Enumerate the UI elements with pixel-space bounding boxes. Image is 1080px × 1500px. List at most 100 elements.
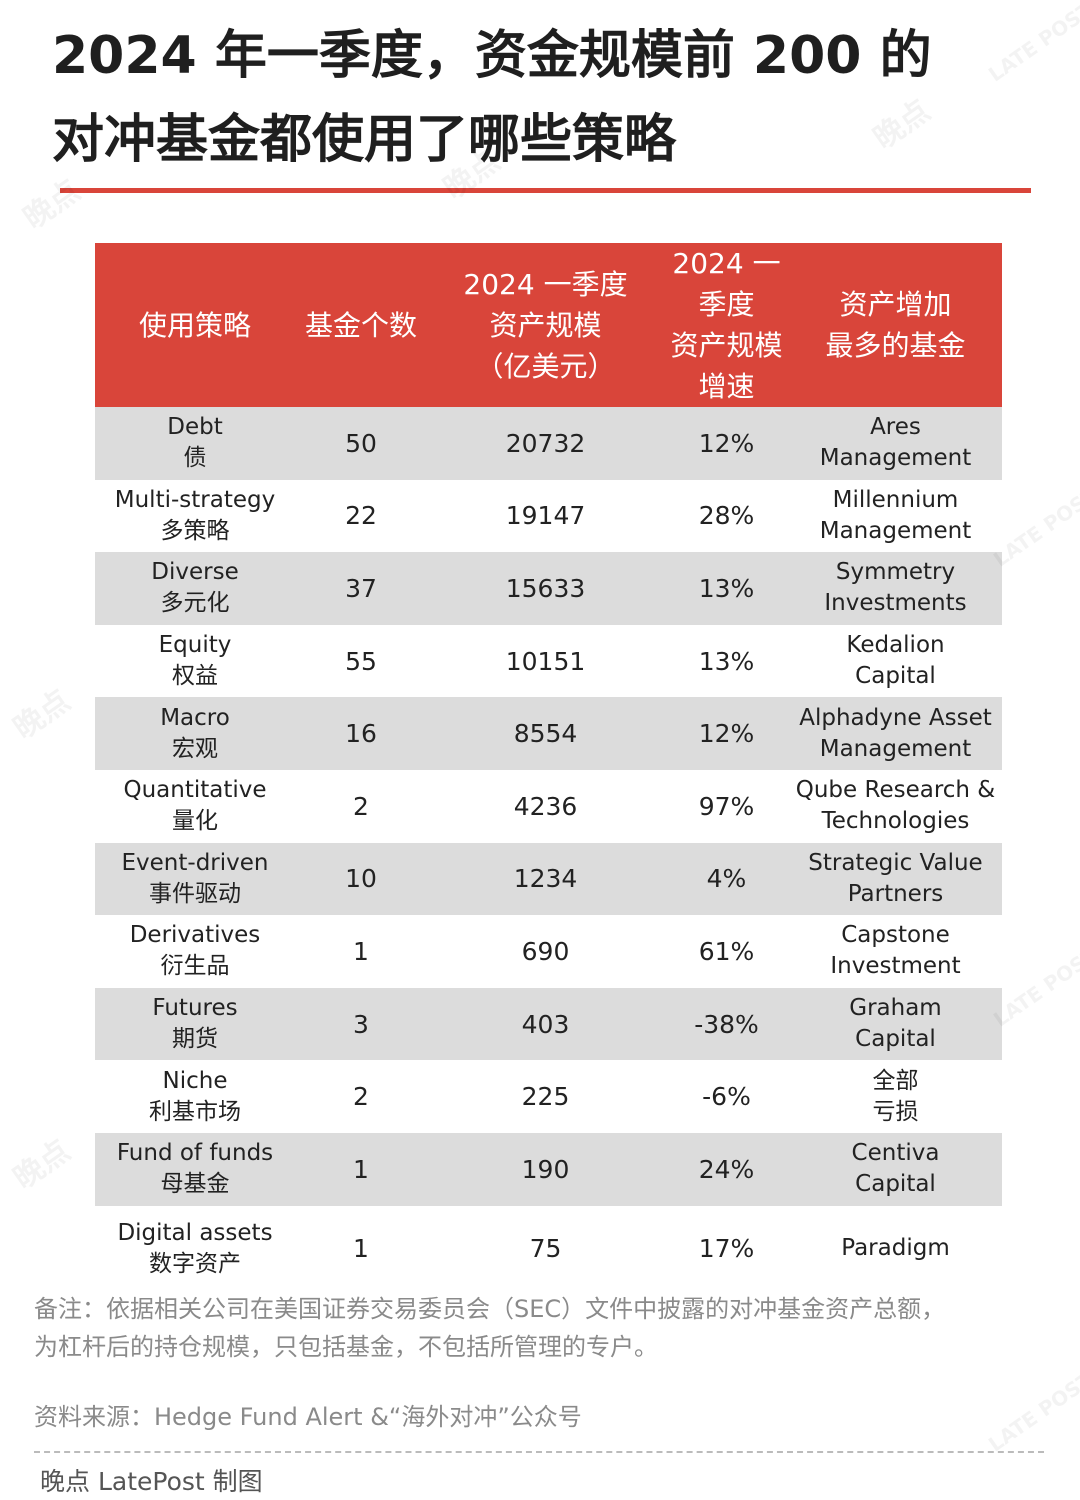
top-fund-cell-line-2: Partners: [847, 880, 944, 907]
column-header-line: 2024 一季度: [672, 247, 781, 321]
column-header-line: 资产规模: [489, 308, 602, 342]
table-header-row: 使用策略 基金个数 2024 一季度 资产规模 （亿美元） 2024 一季度 资产规模 增速资…: [95, 243, 1002, 407]
strategy-cell: Fund of funds 母基金: [95, 1132, 295, 1206]
strategy-cell: Event-driven 事件驱动: [95, 842, 295, 916]
strategy-cell-line-2: 债: [183, 445, 207, 472]
top-fund-cell: Ares Management: [789, 407, 1002, 480]
column-header-line: （亿美元）: [475, 349, 616, 383]
top-fund-cell-line-2: Technologies: [821, 808, 970, 835]
strategy-cell-line-1: Niche: [162, 1067, 228, 1094]
aum-cell: 15633: [427, 552, 664, 625]
strategy-cell: Quantitative 量化: [95, 769, 295, 843]
top-fund-cell: Qube Research & Technologies: [789, 769, 1002, 843]
table-row: Fund of funds 母基金 1 190 24% Centiva Capital: [95, 1132, 1002, 1206]
top-fund-cell-line-1: Qube Research &: [795, 777, 996, 804]
strategy-cell-line-1: Quantitative: [123, 777, 267, 804]
watermark-en: LATE POST: [989, 483, 1080, 572]
growth-cell: 13%: [664, 552, 789, 625]
fund-count-cell: 3: [295, 987, 427, 1061]
top-fund-cell-line-1: Capstone: [841, 922, 950, 949]
strategy-cell: Equity 权益: [95, 624, 295, 698]
growth-cell: 97%: [664, 769, 789, 843]
fund-count-cell: 50: [295, 407, 427, 480]
credit-text: 晚点 LatePost 制图: [40, 1467, 263, 1496]
top-fund-cell: Strategic Value Partners: [789, 842, 1002, 916]
fund-count-cell: 2: [295, 1060, 427, 1133]
table-row: Digital assets 数字资产 1 75 17% Paradigm: [95, 1205, 1002, 1292]
top-fund-cell-line-2: Capital: [855, 1171, 936, 1198]
strategy-cell-line-2: 权益: [172, 663, 218, 690]
column-header-line: 增速: [698, 370, 755, 403]
table-row: Multi-strategy 多策略 22 19147 28% Millennium Man…: [95, 479, 1002, 553]
strategy-cell: Derivatives 衍生品: [95, 915, 295, 988]
aum-cell: 20732: [427, 407, 664, 480]
column-header: 2024 一季度 资产规模 （亿美元）: [427, 243, 664, 407]
aum-cell: 75: [427, 1205, 664, 1292]
aum-cell: 19147: [427, 479, 664, 553]
growth-cell: 12%: [664, 697, 789, 770]
column-header-line: 最多的基金: [825, 329, 966, 362]
strategy-cell-line-1: Macro: [160, 704, 230, 731]
strategy-cell-line-2: 宏观: [172, 735, 218, 762]
table-row: Macro 宏观 16 8554 12% Alphadyne Asset Managemen…: [95, 697, 1002, 770]
page-title: 2024 年一季度，资金规模前 200 的 对冲基金都使用了哪些策略: [52, 14, 1012, 182]
aum-cell: 403: [427, 987, 664, 1061]
aum-cell: 8554: [427, 697, 664, 770]
top-fund-cell: Graham Capital: [789, 987, 1002, 1061]
aum-cell: 225: [427, 1060, 664, 1133]
footnote: 备注：依据相关公司在美国证券交易委员会（SEC）文件中披露的对冲基金资产总额， …: [34, 1290, 1044, 1366]
fund-count-cell: 2: [295, 769, 427, 843]
fund-count-cell: 16: [295, 697, 427, 770]
aum-cell: 190: [427, 1132, 664, 1206]
fund-count-cell: 37: [295, 552, 427, 625]
column-header-line: 基金个数: [304, 308, 417, 342]
growth-cell: 12%: [664, 407, 789, 480]
table-row: Diverse 多元化 37 15633 13% Symmetry Investments: [95, 552, 1002, 625]
top-fund-cell-line-2: Management: [819, 445, 972, 472]
growth-cell: -6%: [664, 1060, 789, 1133]
top-fund-cell-line-1: Millennium: [832, 486, 959, 513]
title-underline: [60, 188, 1031, 193]
strategy-cell-line-2: 期货: [172, 1026, 218, 1053]
strategy-table: 使用策略 基金个数 2024 一季度 资产规模 （亿美元） 2024 一季度 资产规模 增速资…: [95, 243, 1002, 1292]
strategy-cell-line-1: Fund of funds: [116, 1140, 274, 1167]
strategy-cell: Futures 期货: [95, 987, 295, 1061]
strategy-cell: Niche 利基市场: [95, 1060, 295, 1133]
growth-cell: 13%: [664, 624, 789, 698]
table-row: Futures 期货 3 403 -38% Graham Capital: [95, 987, 1002, 1061]
growth-cell: 28%: [664, 479, 789, 553]
table-row: Niche 利基市场 2 225 -6% 全部 亏损: [95, 1060, 1002, 1133]
strategy-cell-line-2: 量化: [172, 808, 218, 835]
footnote-line-1: 备注：依据相关公司在美国证券交易委员会（SEC）文件中披露的对冲基金资产总额，: [34, 1295, 946, 1323]
strategy-cell-line-1: Debt: [167, 414, 223, 441]
column-header: 资产增加 最多的基金: [789, 243, 1002, 407]
source-text: 资料来源：Hedge Fund Alert &“海外对冲”公众号: [34, 1403, 582, 1431]
top-fund-cell-line-1: Centiva: [851, 1140, 940, 1167]
growth-cell: 17%: [664, 1205, 789, 1292]
strategy-cell-line-2: 母基金: [160, 1171, 230, 1198]
top-fund-cell-line-1: Graham: [849, 995, 942, 1022]
top-fund-cell-line-2: 亏损: [872, 1098, 919, 1125]
top-fund-cell-line-2: Investment: [830, 953, 961, 980]
strategy-cell-line-1: Equity: [158, 632, 232, 659]
aum-cell: 1234: [427, 842, 664, 916]
top-fund-cell-line-1: Kedalion: [846, 632, 945, 659]
growth-cell: 4%: [664, 842, 789, 916]
top-fund-cell-line-1: Strategic Value: [808, 849, 983, 876]
top-fund-cell-line-2: Investments: [824, 590, 967, 617]
table-row: Equity 权益 55 10151 13% Kedalion Capital: [95, 624, 1002, 698]
strategy-cell-line-2: 数字资产: [149, 1250, 241, 1277]
strategy-cell: Digital assets 数字资产: [95, 1205, 295, 1292]
fund-count-cell: 1: [295, 915, 427, 988]
aum-cell: 690: [427, 915, 664, 988]
watermark-zh: 晚点: [3, 1127, 77, 1197]
table-row: Quantitative 量化 2 4236 97% Qube Research & Tec…: [95, 769, 1002, 843]
growth-cell: 24%: [664, 1132, 789, 1206]
top-fund-cell: Alphadyne Asset Management: [789, 697, 1002, 770]
title-line-2: 对冲基金都使用了哪些策略: [52, 110, 677, 170]
strategy-cell-line-1: Futures: [152, 995, 238, 1022]
fund-count-cell: 55: [295, 624, 427, 698]
column-header-line: 2024 一季度: [463, 267, 628, 301]
top-fund-cell: Kedalion Capital: [789, 624, 1002, 698]
top-fund-cell: Millennium Management: [789, 479, 1002, 553]
